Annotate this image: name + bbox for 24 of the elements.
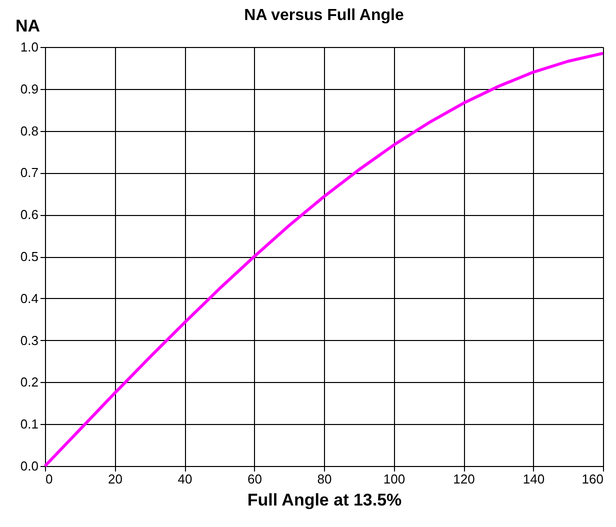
chart-title: NA versus Full Angle [244,7,404,24]
y-tick-label: 0.3 [20,332,38,348]
y-tick-label: 0.5 [20,249,38,264]
y-tick-label: 1.0 [20,40,38,54]
x-axis-title: Full Angle at 13.5% [247,490,402,510]
y-tick-label: 0.8 [20,123,38,138]
y-tick-label: 0.2 [20,374,38,390]
y-tick-label: 0.1 [20,416,38,432]
x-tick-label: 160 [582,472,604,486]
x-tick-label: 0 [46,472,53,486]
line-series [44,52,604,468]
x-tick-label: 100 [383,472,406,486]
y-tick-label: 0.6 [20,207,38,222]
y-tick-label: 0.9 [20,81,38,96]
x-tick-label: 140 [522,472,545,486]
y-tick-label: 0.0 [20,458,38,474]
y-axis-title: NA [16,16,40,36]
x-tick-label: 120 [453,472,475,486]
x-tick-label: 20 [108,472,122,486]
y-tick-label: 0.7 [20,165,38,180]
x-tick-label: 80 [317,472,332,486]
x-tick-label: 60 [248,472,262,486]
y-tick-label: 0.4 [20,290,38,306]
x-tick-label: 40 [178,472,192,486]
